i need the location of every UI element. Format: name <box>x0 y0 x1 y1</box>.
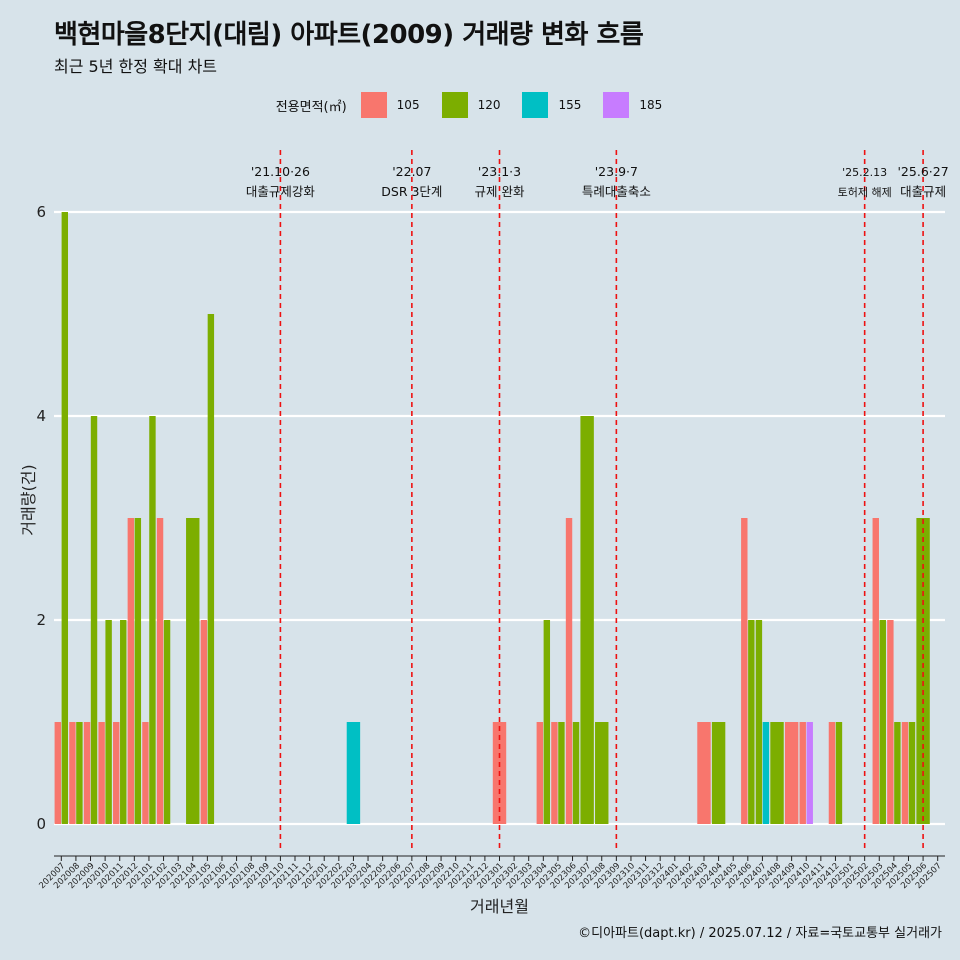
bar-202305-120 <box>558 722 565 824</box>
event-label-1: DSR 3단계 <box>381 184 442 199</box>
event-date-0: '21.10·26 <box>251 164 310 179</box>
bar-202504-105 <box>887 620 894 824</box>
bar-202403-105 <box>697 722 711 824</box>
bar-202406-120 <box>748 620 755 824</box>
bar-202412-120 <box>835 722 843 824</box>
bar-202007-120 <box>61 212 69 824</box>
bar-202407-120 <box>755 620 763 824</box>
bar-202012-105 <box>127 518 135 824</box>
bar-202011-120 <box>120 620 127 824</box>
bar-202408-120 <box>770 722 784 824</box>
bar-202410-105 <box>799 722 806 824</box>
bar-202409-105 <box>784 722 799 824</box>
event-date-4: '25.2.13 <box>842 166 887 179</box>
bar-202007-105 <box>54 722 62 824</box>
legend-label-185: 185 <box>639 98 663 112</box>
bar-202102-105 <box>156 518 164 824</box>
event-date-3: '23.9·7 <box>595 164 638 179</box>
legend-label-105: 105 <box>396 98 420 112</box>
event-label-5: 대출규제 <box>900 184 946 199</box>
legend-label-120: 120 <box>477 98 501 112</box>
legend-item-155: 155 <box>522 92 593 118</box>
chart-title: 백현마을8단지(대림) 아파트(2009) 거래량 변화 흐름 <box>54 20 644 50</box>
bar-202407-155 <box>762 722 770 824</box>
x-axis-title: 거래년월 <box>470 897 529 916</box>
legend: 전용면적(㎡) 105 120 155 185 <box>0 92 960 118</box>
event-label-4: 토허제 해제 <box>838 185 892 199</box>
bar-202308-120 <box>595 722 609 824</box>
bar-202304-105 <box>536 722 544 824</box>
bar-202305-105 <box>551 722 558 824</box>
bar-202012-120 <box>134 518 142 824</box>
bar-202406-105 <box>741 518 748 824</box>
legend-title: 전용면적(㎡) <box>275 99 347 115</box>
legend-swatch-105 <box>360 92 387 118</box>
bar-202105-105 <box>200 620 208 824</box>
chart-subtitle: 최근 5년 한정 확대 차트 <box>54 57 218 76</box>
bar-202410-185 <box>806 722 813 824</box>
legend-item-120: 120 <box>441 92 513 118</box>
bar-202010-105 <box>98 722 105 824</box>
bar-202506-120 <box>916 518 930 824</box>
event-label-0: 대출규제강화 <box>246 184 316 199</box>
y-tick-label-0: 0 <box>36 815 46 833</box>
bar-202009-105 <box>83 722 91 824</box>
event-label-3: 특례대출축소 <box>582 184 651 199</box>
bar-202010-120 <box>105 620 112 824</box>
legend-swatch-185 <box>603 92 630 118</box>
source-caption: ©디아파트(dapt.kr) / 2025.07.12 / 자료=국토교통부 실… <box>578 926 942 941</box>
bar-202102-120 <box>163 620 171 824</box>
bar-202011-105 <box>113 722 120 824</box>
bar-202008-105 <box>69 722 76 824</box>
bar-202104-120 <box>186 518 200 824</box>
bar-202503-105 <box>872 518 879 824</box>
bar-202307-120 <box>580 416 594 824</box>
bar-202101-120 <box>149 416 156 824</box>
bar-202404-120 <box>711 722 726 824</box>
bar-202505-105 <box>901 722 909 824</box>
bar-202505-120 <box>908 722 916 824</box>
bar-202306-105 <box>565 518 573 824</box>
y-tick-label-4: 4 <box>36 407 46 425</box>
event-label-2: 규제 완화 <box>475 184 525 199</box>
y-tick-label-2: 2 <box>36 611 46 629</box>
legend-item-185: 185 <box>603 92 674 118</box>
legend-item-105: 105 <box>360 92 432 118</box>
legend-swatch-120 <box>441 92 468 118</box>
bar-202504-120 <box>894 722 901 824</box>
bar-202105-120 <box>207 314 215 824</box>
y-tick-label-6: 6 <box>36 203 46 221</box>
bar-202008-120 <box>76 722 83 824</box>
bar-202304-120 <box>543 620 551 824</box>
bar-202306-120 <box>572 722 580 824</box>
event-date-1: '22.07 <box>392 164 431 179</box>
bar-202009-120 <box>90 416 98 824</box>
bar-202503-120 <box>879 620 886 824</box>
legend-label-155: 155 <box>558 98 582 112</box>
event-date-2: '23.1·3 <box>478 164 521 179</box>
y-axis-title: 거래량(건) <box>19 464 38 535</box>
legend-swatch-155 <box>522 92 549 118</box>
bar-202203-155 <box>346 722 361 824</box>
bar-202101-105 <box>142 722 149 824</box>
event-date-5: '25.6·27 <box>898 164 949 179</box>
bar-202412-105 <box>828 722 836 824</box>
